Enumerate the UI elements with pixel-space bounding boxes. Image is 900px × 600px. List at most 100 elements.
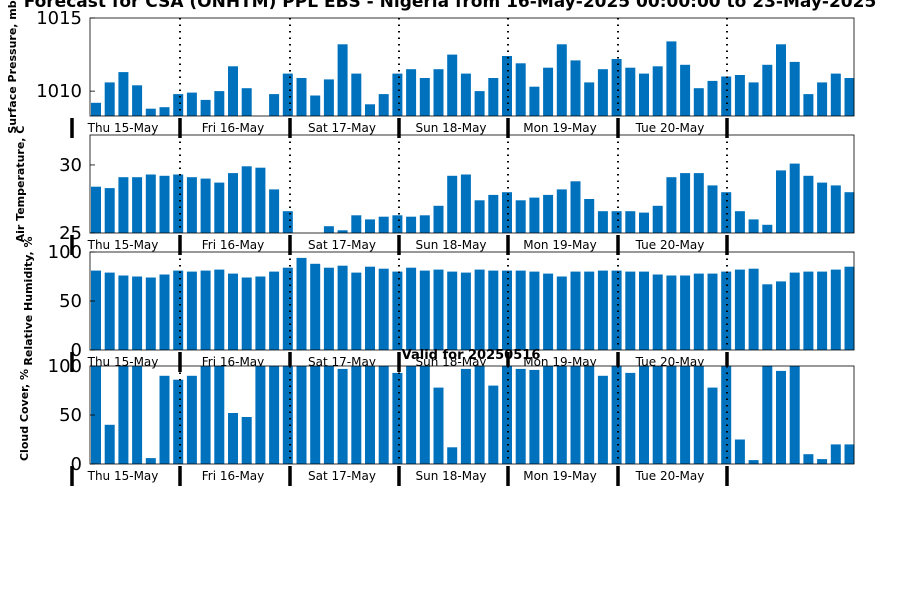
bar: [91, 270, 101, 350]
y-tick-label: 30: [59, 155, 82, 176]
y-axis-label: Surface Pressure, mb: [6, 0, 19, 133]
bar: [296, 366, 307, 464]
day-label: Mon 19-May: [523, 355, 597, 369]
bar: [145, 174, 156, 233]
bar: [666, 275, 677, 350]
y-tick-label: 25: [59, 223, 82, 244]
bar: [529, 271, 540, 350]
bar: [488, 194, 499, 233]
bar: [734, 269, 745, 350]
bar: [310, 263, 321, 350]
bar: [502, 270, 512, 350]
bar: [844, 78, 855, 116]
bar: [241, 166, 252, 233]
bar: [748, 82, 759, 116]
bar: [186, 271, 197, 350]
bar: [200, 366, 211, 464]
bar: [597, 375, 608, 464]
bar: [159, 375, 170, 464]
day-label: Tue 20-May: [635, 121, 705, 135]
day-label: Fri 16-May: [202, 469, 265, 483]
bar: [419, 215, 430, 233]
bar: [132, 85, 143, 116]
bar: [173, 270, 184, 350]
bar: [228, 173, 238, 233]
day-label: Tue 20-May: [635, 238, 705, 252]
bar: [323, 366, 334, 464]
bar: [625, 372, 636, 464]
bar: [776, 370, 786, 464]
bar: [200, 178, 211, 233]
bar: [666, 177, 677, 233]
bar: [570, 271, 581, 350]
y-axis-label: Cloud Cover, %: [18, 369, 31, 461]
bar: [104, 272, 115, 350]
y-tick-label: 100: [48, 242, 82, 263]
bar: [351, 73, 362, 116]
day-label: Sun 18-May: [415, 238, 486, 252]
bar: [789, 61, 800, 116]
bar: [406, 69, 417, 116]
bar: [830, 269, 841, 350]
bar: [145, 277, 156, 350]
bar: [282, 366, 293, 464]
bar: [460, 368, 471, 464]
panel-4: 0 50 100 Cloud Cover, % Thu 15-May Fri 16-May…: [18, 356, 855, 486]
panels: 1010 1015 Surface Pressure, mb Thu 15-May Fr…: [6, 0, 855, 486]
day-label: Thu 15-May: [87, 355, 159, 369]
bar: [488, 270, 499, 350]
bar: [91, 102, 101, 116]
day-label: Mon 19-May: [523, 121, 597, 135]
bar: [693, 273, 704, 350]
bar: [611, 211, 622, 233]
bar: [707, 387, 718, 464]
y-tick-label: 1010: [36, 81, 82, 102]
panel-2: 25 30 Air Temperature, C Thu 15-May Fri 16-M…: [14, 126, 855, 255]
bar: [611, 366, 622, 464]
bar: [502, 366, 512, 464]
y-tick-label: 100: [48, 356, 82, 377]
bar: [241, 417, 252, 464]
bar: [502, 56, 512, 116]
bar: [776, 281, 786, 350]
bar: [173, 379, 184, 464]
bar: [680, 64, 691, 116]
bar: [460, 174, 471, 233]
bar: [776, 44, 786, 116]
bar: [419, 78, 430, 116]
bar: [392, 271, 403, 350]
bar: [433, 269, 444, 350]
bar: [378, 366, 389, 464]
y-tick-label: 50: [59, 291, 82, 312]
y-axis-label: Relative Humidity, %: [22, 236, 35, 365]
bar: [639, 366, 649, 464]
bar: [721, 366, 732, 464]
bar: [241, 88, 252, 116]
bar: [118, 72, 129, 116]
bar: [378, 268, 389, 350]
bar: [132, 366, 143, 464]
day-label: Sat 17-May: [308, 121, 376, 135]
bar: [255, 366, 266, 464]
bar: [406, 267, 417, 350]
bar: [570, 181, 581, 233]
bar: [639, 212, 649, 233]
bar: [611, 270, 622, 350]
bar: [310, 366, 321, 464]
bar: [803, 454, 814, 464]
bar: [255, 167, 266, 233]
bar: [584, 199, 595, 233]
bar: [721, 192, 732, 233]
y-tick-label: 1015: [36, 8, 82, 29]
bar: [351, 215, 362, 233]
day-label: Sun 18-May: [415, 469, 486, 483]
bar: [639, 73, 649, 116]
bar: [597, 211, 608, 233]
bar: [844, 444, 855, 464]
bar: [693, 366, 704, 464]
day-label: Sat 17-May: [308, 355, 376, 369]
day-label: Fri 16-May: [202, 355, 265, 369]
bar: [378, 216, 389, 233]
bar: [269, 271, 280, 350]
bar: [680, 275, 691, 350]
